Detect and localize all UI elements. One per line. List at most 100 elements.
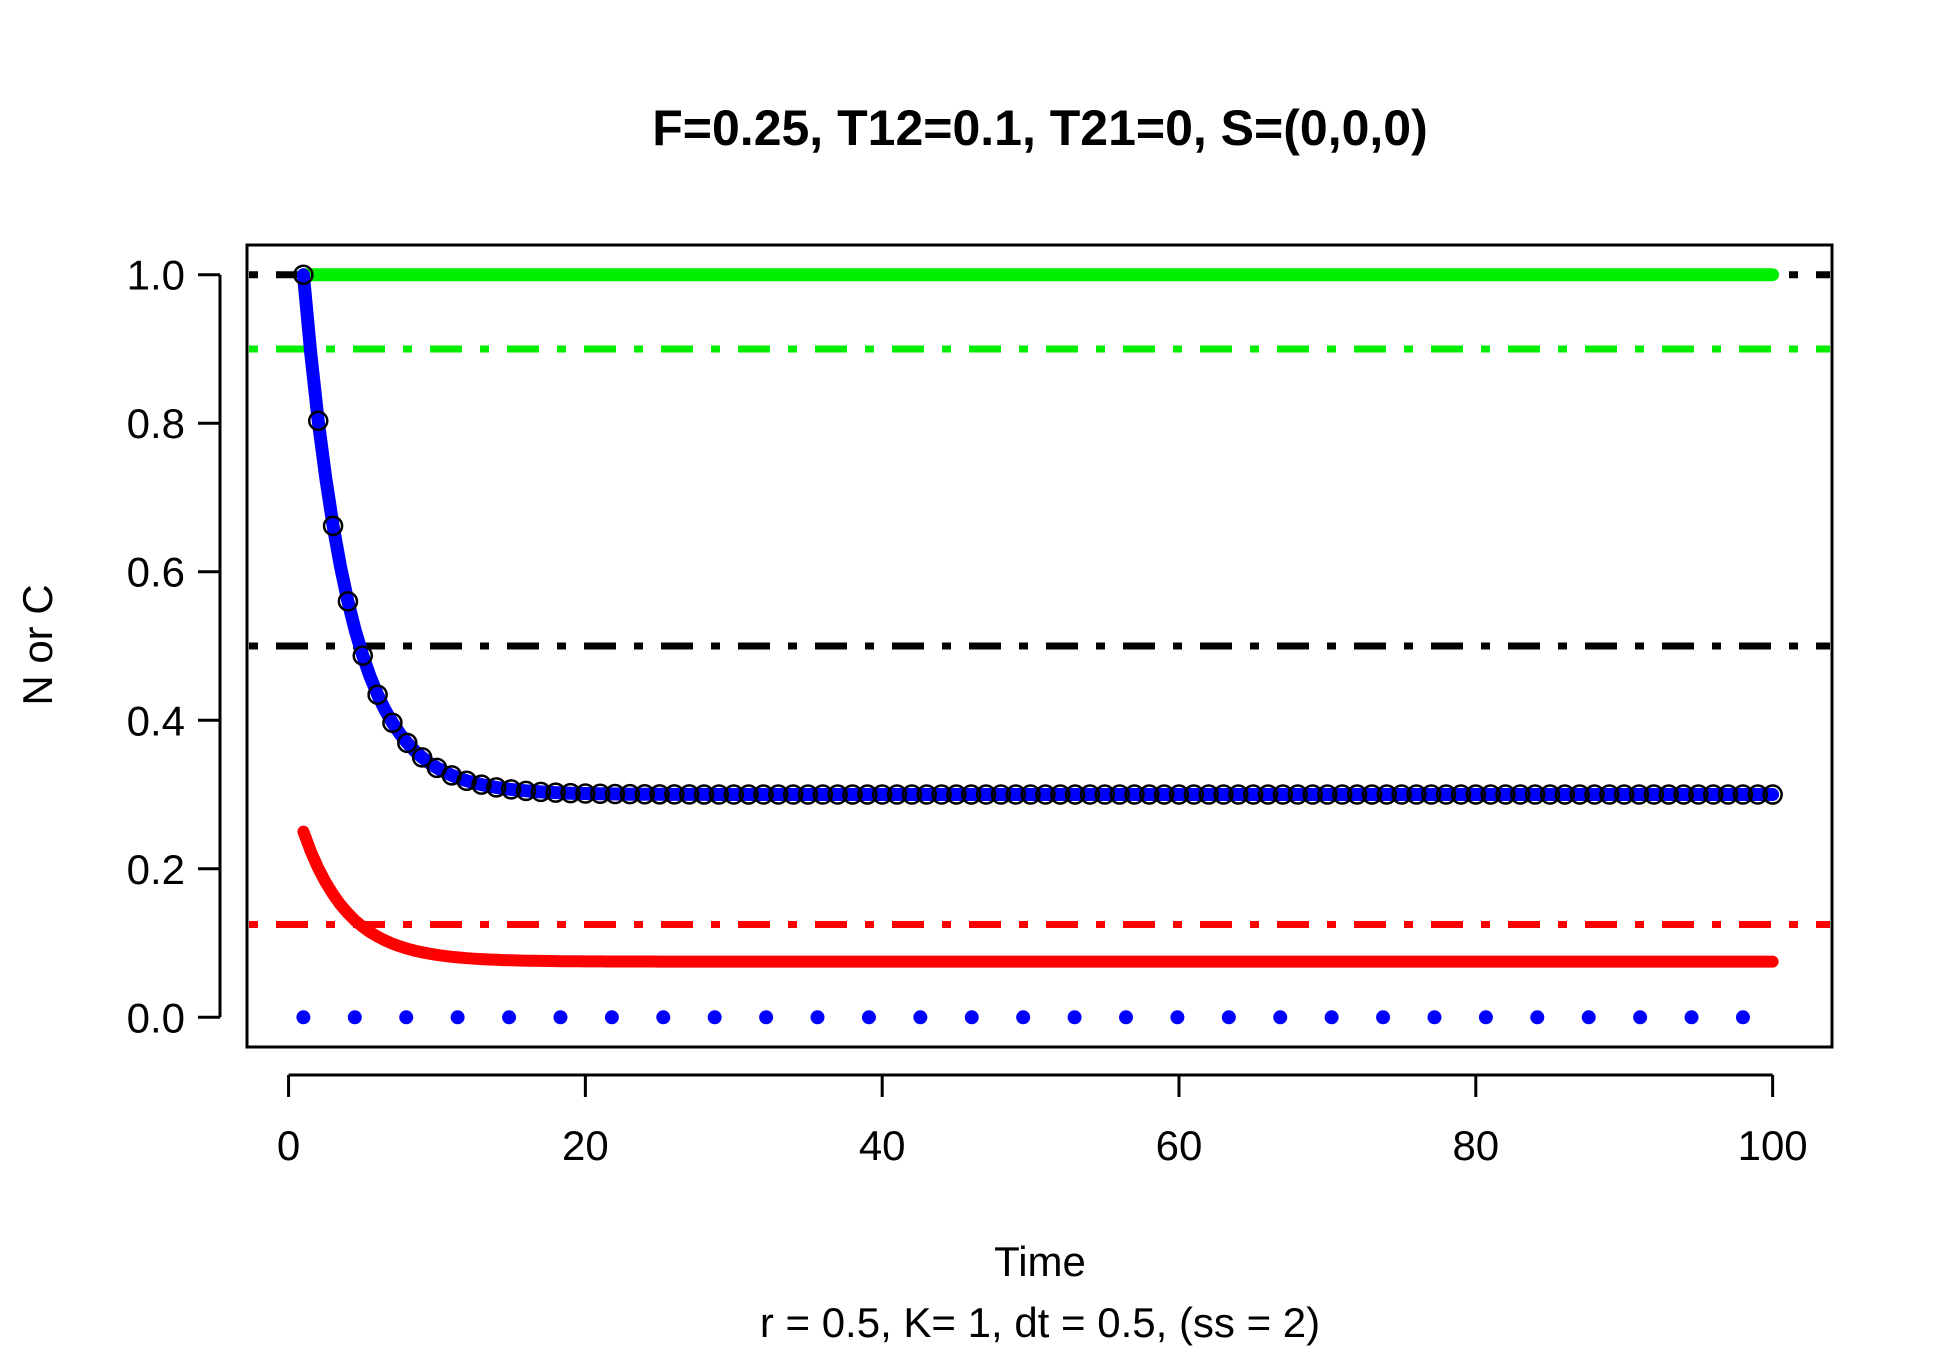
series-point: [1242, 784, 1264, 805]
series-point: [842, 784, 863, 805]
series-point: [664, 784, 685, 805]
series-line: [297, 825, 1779, 968]
series-point: [1554, 784, 1576, 805]
series-point: [450, 1010, 465, 1025]
series-point: [1684, 1010, 1699, 1025]
series-point: [1035, 784, 1056, 805]
series-point: [1221, 1010, 1236, 1025]
y-tick-label: 0.6: [127, 549, 185, 596]
series-point: [411, 747, 433, 768]
series-point: [1124, 784, 1145, 805]
series-point: [486, 777, 507, 798]
series-point: [1478, 1010, 1493, 1025]
series-point: [738, 784, 759, 805]
series-point: [307, 410, 329, 432]
series-point: [1119, 1010, 1134, 1025]
series-point: [723, 784, 745, 805]
series-point: [1109, 784, 1130, 805]
series-point: [1480, 784, 1501, 805]
series-point: [1717, 784, 1739, 805]
series-point: [1613, 784, 1635, 805]
series-point: [1376, 784, 1398, 805]
series-point: [1530, 1010, 1545, 1025]
series-point: [296, 1010, 311, 1025]
series-point: [1273, 1010, 1288, 1025]
series-point: [1435, 784, 1457, 805]
series-point: [575, 783, 596, 804]
series-point: [649, 784, 670, 805]
series-point: [367, 684, 388, 705]
series-point: [857, 784, 878, 805]
series-point: [1633, 1010, 1648, 1025]
x-tick-label: 0: [277, 1122, 300, 1169]
series-point: [708, 784, 730, 805]
series-point: [1510, 784, 1531, 805]
series-point: [1539, 784, 1561, 805]
series-point: [293, 264, 314, 285]
series-point: [1094, 784, 1116, 805]
series-point: [768, 784, 789, 805]
series-point: [619, 783, 641, 805]
series-point: [1272, 784, 1294, 805]
series-point: [1016, 1010, 1031, 1025]
series-point: [931, 784, 952, 805]
series-point: [1050, 784, 1071, 805]
series-point: [1064, 784, 1086, 805]
y-tick-label: 0.0: [127, 994, 185, 1041]
x-tick-label: 80: [1452, 1122, 1499, 1169]
series-point: [901, 784, 923, 805]
series-point: [913, 1010, 928, 1025]
y-axis-label: N or C: [14, 584, 61, 705]
series-point: [1376, 1010, 1391, 1025]
series-point: [553, 1010, 568, 1025]
series-point: [1079, 784, 1101, 805]
series-point: [515, 780, 537, 802]
series-point: [797, 784, 819, 805]
series-point: [964, 1010, 979, 1025]
y-tick-label: 1.0: [127, 252, 185, 299]
x-tick-label: 40: [859, 1122, 906, 1169]
series-point: [886, 784, 908, 805]
series-point: [1599, 784, 1620, 805]
series-point: [1168, 784, 1190, 805]
series-point: [1495, 784, 1516, 805]
series-point: [1569, 784, 1590, 805]
series-point: [1673, 784, 1694, 805]
series-point: [656, 1010, 671, 1025]
series-point: [1183, 784, 1205, 805]
y-tick-label: 0.2: [127, 846, 185, 893]
series-point: [1302, 784, 1323, 805]
series-point: [1427, 1010, 1442, 1025]
y-tick-label: 0.8: [127, 400, 185, 447]
series-point: [871, 784, 893, 805]
series-point: [545, 782, 566, 803]
series-point: [1703, 784, 1724, 805]
series-point: [810, 1010, 825, 1025]
series-point: [1643, 784, 1665, 805]
series-point: [397, 732, 418, 754]
series-point: [1257, 784, 1279, 805]
series-point: [1747, 784, 1769, 805]
series-point: [1584, 784, 1605, 805]
series-point: [347, 1010, 362, 1025]
x-axis-label: Time: [994, 1238, 1086, 1285]
x-tick-label: 100: [1738, 1122, 1808, 1169]
series-point: [1361, 784, 1383, 805]
x-tick-label: 20: [562, 1122, 609, 1169]
chart-title: F=0.25, T12=0.1, T21=0, S=(0,0,0): [652, 100, 1428, 156]
series-point: [1450, 784, 1472, 805]
series-point: [502, 1010, 517, 1025]
series-point: [1465, 784, 1487, 805]
series-point: [679, 784, 700, 805]
series-point: [1332, 784, 1353, 805]
series-point: [1067, 1010, 1082, 1025]
series-point: [1287, 784, 1308, 805]
series-point: [990, 784, 1012, 805]
series-point: [604, 1010, 619, 1025]
series-point: [1198, 784, 1219, 805]
series-point: [530, 781, 552, 803]
series-point: [1324, 1010, 1339, 1025]
series-point: [1346, 784, 1368, 805]
reference-lines: [249, 271, 1830, 928]
